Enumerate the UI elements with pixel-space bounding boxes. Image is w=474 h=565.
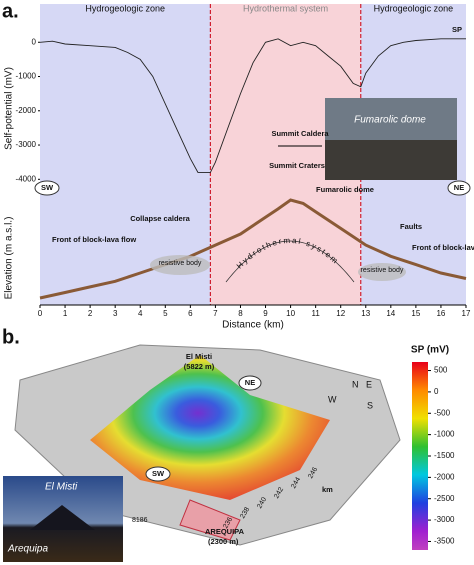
panel-label: b. <box>2 326 20 348</box>
x-tick-label: 16 <box>436 309 445 318</box>
y-tick-label: -3000 <box>16 140 37 149</box>
x-tick-label: 12 <box>336 309 345 318</box>
x-tick-label: 17 <box>462 309 471 318</box>
hydrothermal-arc <box>225 240 355 283</box>
zone-label: Hydrogeologic zone <box>85 3 165 13</box>
x-tick-label: 7 <box>213 309 218 318</box>
northing: 8186 <box>132 517 148 524</box>
x-tick-label: 6 <box>188 309 193 318</box>
colorbar-tick-label: -1500 <box>434 451 455 460</box>
summit-elev: (5822 m) <box>184 362 215 371</box>
zone-label: Hydrogeologic zone <box>374 3 454 13</box>
x-tick-label: 2 <box>88 309 93 318</box>
colorbar-tick-label: -1000 <box>434 430 455 439</box>
colorbar-tick-label: 500 <box>434 366 448 375</box>
data-line <box>39 38 466 173</box>
photo-caption: Fumarolic dome <box>354 115 426 126</box>
easting-label: 246 <box>307 466 319 480</box>
sw-badge <box>34 180 60 196</box>
y-tick-label: -4000 <box>16 174 37 183</box>
ne-label: NE <box>454 183 464 192</box>
summit-label: El Misti <box>186 352 212 361</box>
x-tick-label: 0 <box>38 309 43 318</box>
photo-ground <box>325 140 457 180</box>
resistive-body <box>358 263 406 281</box>
y-tick-label: -2000 <box>16 106 37 115</box>
zone-band <box>40 4 211 305</box>
y-tick-label: 0 <box>32 37 37 46</box>
sp-label: SP <box>452 25 462 34</box>
faults-label: Faults <box>400 222 422 231</box>
x-tick-label: 8 <box>238 309 243 318</box>
colorbar-tick-label: -3000 <box>434 515 455 524</box>
x-tick-label: 10 <box>286 309 295 318</box>
x-tick-label: 9 <box>263 309 268 318</box>
caldera-label: Summit Caldera <box>271 129 329 138</box>
panel-label: a. <box>2 0 19 22</box>
volcano-silhouette <box>30 505 95 530</box>
front-left: Front of block-lava flow <box>52 235 136 244</box>
city-elev: (2300 m) <box>208 537 239 546</box>
easting-label: 244 <box>290 476 302 490</box>
colorbar-tick-label: 0 <box>434 387 439 396</box>
x-tick-label: 13 <box>361 309 370 318</box>
sp-map <box>90 355 330 500</box>
x-axis-label: Distance (km) <box>222 320 284 331</box>
easting-label: 236 <box>222 516 234 530</box>
city-area <box>179 499 241 541</box>
ne-label: NE <box>245 378 255 387</box>
dome-label: Fumarolic dome <box>316 185 374 194</box>
resistive-right: resistive body <box>361 267 404 274</box>
colorbar-title: SP (mV) <box>411 345 449 356</box>
x-tick-label: 11 <box>311 309 320 318</box>
y-axis-label: Self-potential (mV) <box>4 67 15 150</box>
zone-label: Hydrothermal system <box>243 3 328 13</box>
easting-label: 238 <box>239 506 251 520</box>
x-tick-label: 5 <box>163 309 168 318</box>
x-tick-label: 15 <box>411 309 420 318</box>
craters-label: Summit Craters <box>269 161 325 170</box>
photo-city: Arequipa <box>7 544 48 555</box>
colorbar-scale <box>412 362 428 550</box>
photo-title: El Misti <box>45 482 78 493</box>
resistive-left: resistive body <box>159 260 202 267</box>
x-tick-label: 3 <box>113 309 118 318</box>
colorbar-tick-label: -3500 <box>434 537 455 546</box>
colorbar-tick-label: -2000 <box>434 472 455 481</box>
compass-s: S <box>367 400 373 410</box>
sw-label: SW <box>41 183 54 192</box>
collapse-label: Collapse caldera <box>130 214 190 223</box>
colorbar-tick-label: -2500 <box>434 494 455 503</box>
sw-badge <box>145 466 171 482</box>
y-axis-label: Elevation (m a.s.l.) <box>4 217 15 300</box>
resistive-body <box>150 255 210 275</box>
colorbar-tick-label: -500 <box>434 408 451 417</box>
easting-label: 240 <box>256 496 268 510</box>
compass-n: N <box>352 379 359 389</box>
map-ticks: 236 238 240 242 244 246 <box>222 466 319 530</box>
compass-w: W <box>328 394 337 404</box>
ne-badge <box>447 180 471 196</box>
colorbar: 500 0 -500 -1000 -1500 -2000 -2500 -3000 -3500 <box>412 362 455 550</box>
compass-e: E <box>366 379 372 389</box>
easting-label: 242 <box>273 486 285 500</box>
sw-label: SW <box>152 469 165 478</box>
city-label: AREQUIPA <box>205 527 245 536</box>
data-line <box>39 198 467 300</box>
x-tick-label: 14 <box>386 309 395 318</box>
x-tick-label: 4 <box>138 309 143 318</box>
front-right: Front of block-lava flow <box>412 243 474 252</box>
x-tick-label: 1 <box>63 309 68 318</box>
km-label: km <box>322 485 333 494</box>
y-tick-label: -1000 <box>16 72 37 81</box>
ne-badge <box>238 375 262 391</box>
